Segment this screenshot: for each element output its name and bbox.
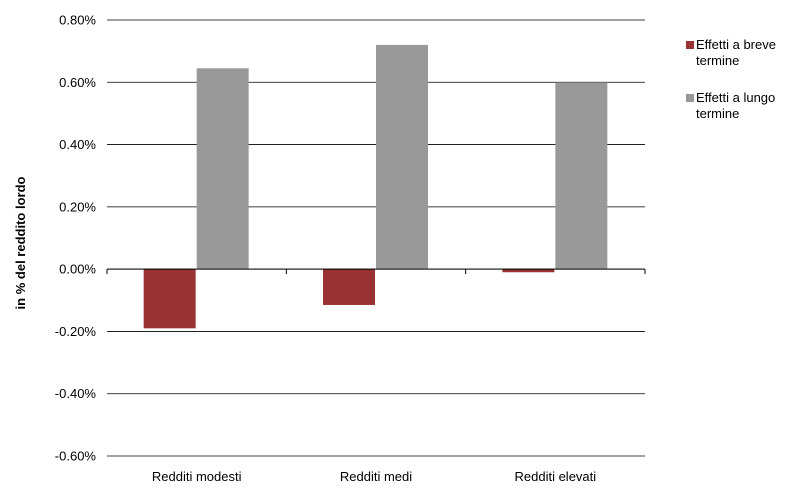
x-category-label: Redditi medi — [340, 469, 412, 484]
y-tick-label: -0.40% — [55, 386, 97, 401]
y-axis-label: in % del reddito lordo — [13, 176, 28, 309]
bar-short-term — [502, 269, 555, 273]
bar-short-term — [143, 269, 196, 329]
y-tick-label: 0.40% — [59, 137, 96, 152]
y-tick-label: -0.20% — [55, 324, 97, 339]
x-category-label: Redditi modesti — [152, 469, 242, 484]
y-tick-label: 0.00% — [59, 262, 96, 277]
legend-item-long-term: Effetti a lungo termine — [686, 90, 794, 122]
bar-long-term — [196, 68, 249, 270]
legend-swatch-long-term — [686, 94, 694, 102]
x-category-labels: Redditi modesti Redditi medi Redditi eleva… — [152, 469, 596, 484]
bar-long-term — [555, 82, 608, 270]
y-tick-label: 0.20% — [59, 199, 96, 214]
bar-short-term — [323, 269, 375, 305]
legend-swatch-short-term — [686, 41, 694, 49]
y-tick-label: 0.60% — [59, 75, 96, 90]
bars — [143, 44, 608, 329]
legend-item-short-term: Effetti a breve termine — [686, 37, 794, 69]
legend-label-short-term: Effetti a breve termine — [696, 37, 776, 68]
y-tick-label: -0.60% — [55, 449, 97, 464]
legend-label-long-term: Effetti a lungo termine — [696, 90, 776, 121]
y-tick-label: 0.80% — [59, 13, 96, 28]
bar-long-term — [376, 44, 428, 270]
axes — [106, 268, 646, 275]
legend: Effetti a breve termine Effetti a lungo … — [686, 37, 794, 143]
y-tick-labels: 0.80% 0.60% 0.40% 0.20% 0.00% -0.20% -0.40% -0.… — [55, 13, 97, 464]
x-category-label: Redditi elevati — [515, 469, 597, 484]
